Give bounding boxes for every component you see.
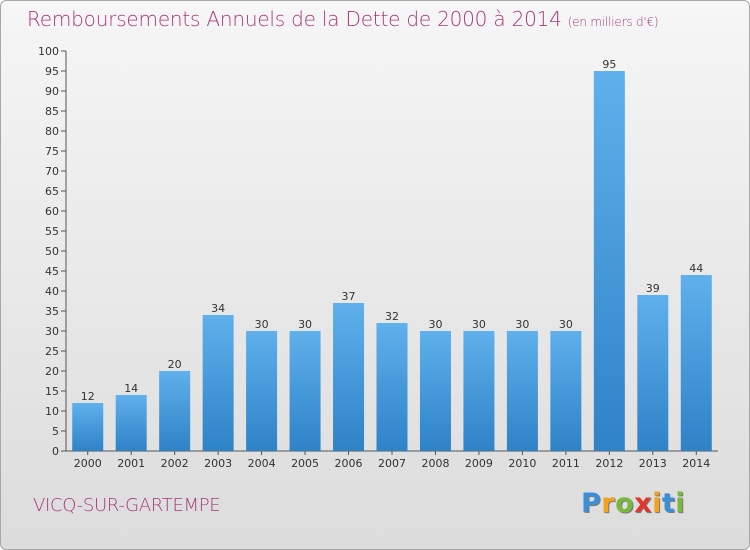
logo-letter: t (661, 488, 676, 519)
bar-value-label: 14 (124, 382, 138, 395)
x-tick-label: 2002 (161, 457, 189, 470)
bar-value-label: 95 (602, 58, 616, 71)
y-tick-label: 50 (45, 245, 59, 258)
x-tick-label: 2001 (117, 457, 145, 470)
y-tick-label: 55 (45, 225, 59, 238)
bar-value-label: 32 (385, 310, 399, 323)
bar (680, 275, 712, 451)
commune-name: VICQ-SUR-GARTEMPE (33, 495, 221, 516)
y-tick-label: 45 (45, 265, 59, 278)
proxiti-logo: Proxiti (581, 488, 685, 519)
y-tick-label: 70 (45, 165, 59, 178)
x-tick-label: 2004 (248, 457, 276, 470)
y-tick-label: 5 (52, 425, 59, 438)
logo-letter: o (615, 488, 635, 519)
bar-value-label: 30 (472, 318, 486, 331)
x-tick-label: 2011 (552, 457, 580, 470)
bar-value-label: 12 (81, 390, 95, 403)
y-tick-label: 20 (45, 365, 59, 378)
x-tick-label: 2006 (335, 457, 363, 470)
x-tick-label: 2003 (204, 457, 232, 470)
bar-value-label: 20 (168, 358, 182, 371)
logo-letter: P (581, 488, 602, 519)
x-tick-label: 2008 (421, 457, 449, 470)
bar-value-label: 39 (646, 282, 660, 295)
y-tick-label: 65 (45, 185, 59, 198)
bar (419, 331, 451, 451)
x-tick-label: 2005 (291, 457, 319, 470)
y-tick-label: 35 (45, 305, 59, 318)
bar (593, 71, 625, 451)
title-text: Remboursements Annuels de la Dette de 20… (27, 7, 562, 31)
bar (159, 371, 191, 451)
x-tick-label: 2010 (508, 457, 536, 470)
bar (376, 323, 408, 451)
y-tick-label: 100 (38, 45, 59, 58)
y-tick-label: 80 (45, 125, 59, 138)
logo-letter: i (652, 488, 662, 519)
bar (506, 331, 538, 451)
bar (463, 331, 495, 451)
y-tick-label: 30 (45, 325, 59, 338)
y-tick-label: 85 (45, 105, 59, 118)
bar (550, 331, 582, 451)
bar (246, 331, 278, 451)
bar-value-label: 30 (255, 318, 269, 331)
bar (333, 303, 365, 451)
bar-value-label: 30 (428, 318, 442, 331)
y-tick-label: 60 (45, 205, 59, 218)
y-tick-label: 15 (45, 385, 59, 398)
bar (637, 295, 669, 451)
bar-value-label: 44 (689, 262, 703, 275)
logo-letter: i (675, 488, 686, 519)
x-tick-label: 2000 (74, 457, 102, 470)
x-tick-label: 2009 (465, 457, 493, 470)
y-tick-label: 10 (45, 405, 59, 418)
bar-value-label: 30 (298, 318, 312, 331)
y-tick-label: 40 (45, 285, 59, 298)
y-tick-label: 90 (45, 85, 59, 98)
x-tick-label: 2013 (639, 457, 667, 470)
logo-letter: x (634, 488, 653, 519)
y-tick-label: 25 (45, 345, 59, 358)
bar-value-label: 30 (559, 318, 573, 331)
chart-title: Remboursements Annuels de la Dette de 20… (27, 7, 659, 31)
logo-letter: r (601, 488, 616, 519)
y-tick-label: 0 (52, 445, 59, 458)
bar (115, 395, 147, 451)
x-tick-label: 2007 (378, 457, 406, 470)
bar-value-label: 37 (342, 290, 356, 303)
y-tick-label: 95 (45, 65, 59, 78)
bar (72, 403, 104, 451)
y-tick-label: 75 (45, 145, 59, 158)
bar (202, 315, 234, 451)
bar-value-label: 34 (211, 302, 225, 315)
unit-label: (en milliers d'€) (567, 15, 659, 29)
x-tick-label: 2014 (682, 457, 710, 470)
bar (289, 331, 321, 451)
bar-value-label: 30 (515, 318, 529, 331)
x-tick-label: 2012 (595, 457, 623, 470)
